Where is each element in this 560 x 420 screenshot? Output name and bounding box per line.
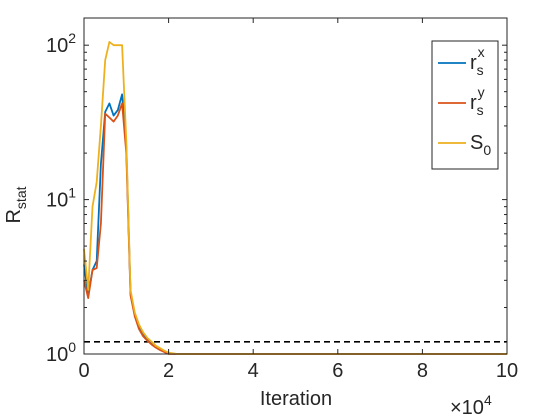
x-multiplier-exp: 4	[484, 392, 492, 408]
x-tick-label: 6	[332, 360, 343, 382]
y-axis-label: Rstat	[3, 186, 29, 223]
x-tick-label: 0	[78, 360, 89, 382]
x-multiplier-base: ×10	[450, 397, 484, 419]
legend: rx s ry s S0	[431, 40, 499, 170]
legend-label-2: ry s	[470, 84, 485, 118]
y-ticks: 100 101 102	[46, 30, 507, 366]
legend-label-1: rx s	[470, 44, 485, 78]
x-tick-label: 4	[248, 360, 259, 382]
x-axis-multiplier: ×104	[450, 392, 492, 419]
x-tick-label: 10	[496, 360, 518, 382]
y-axis-label-group: Rstat	[3, 186, 29, 223]
y-label-main: R	[3, 209, 25, 223]
x-ticks: 0 2 4 6 8 10	[78, 18, 518, 382]
y-tick-label: 100	[46, 339, 76, 366]
axes-box	[83, 17, 508, 355]
y-tick-label: 101	[46, 185, 76, 212]
x-tick-label: 8	[417, 360, 428, 382]
x-tick-label: 2	[163, 360, 174, 382]
axes-frame	[83, 17, 508, 355]
y-label-sub: stat	[13, 186, 29, 209]
x-axis-label: Iteration	[260, 388, 332, 410]
y-tick-label: 102	[46, 30, 76, 57]
legend-label-3: S0	[470, 132, 491, 158]
